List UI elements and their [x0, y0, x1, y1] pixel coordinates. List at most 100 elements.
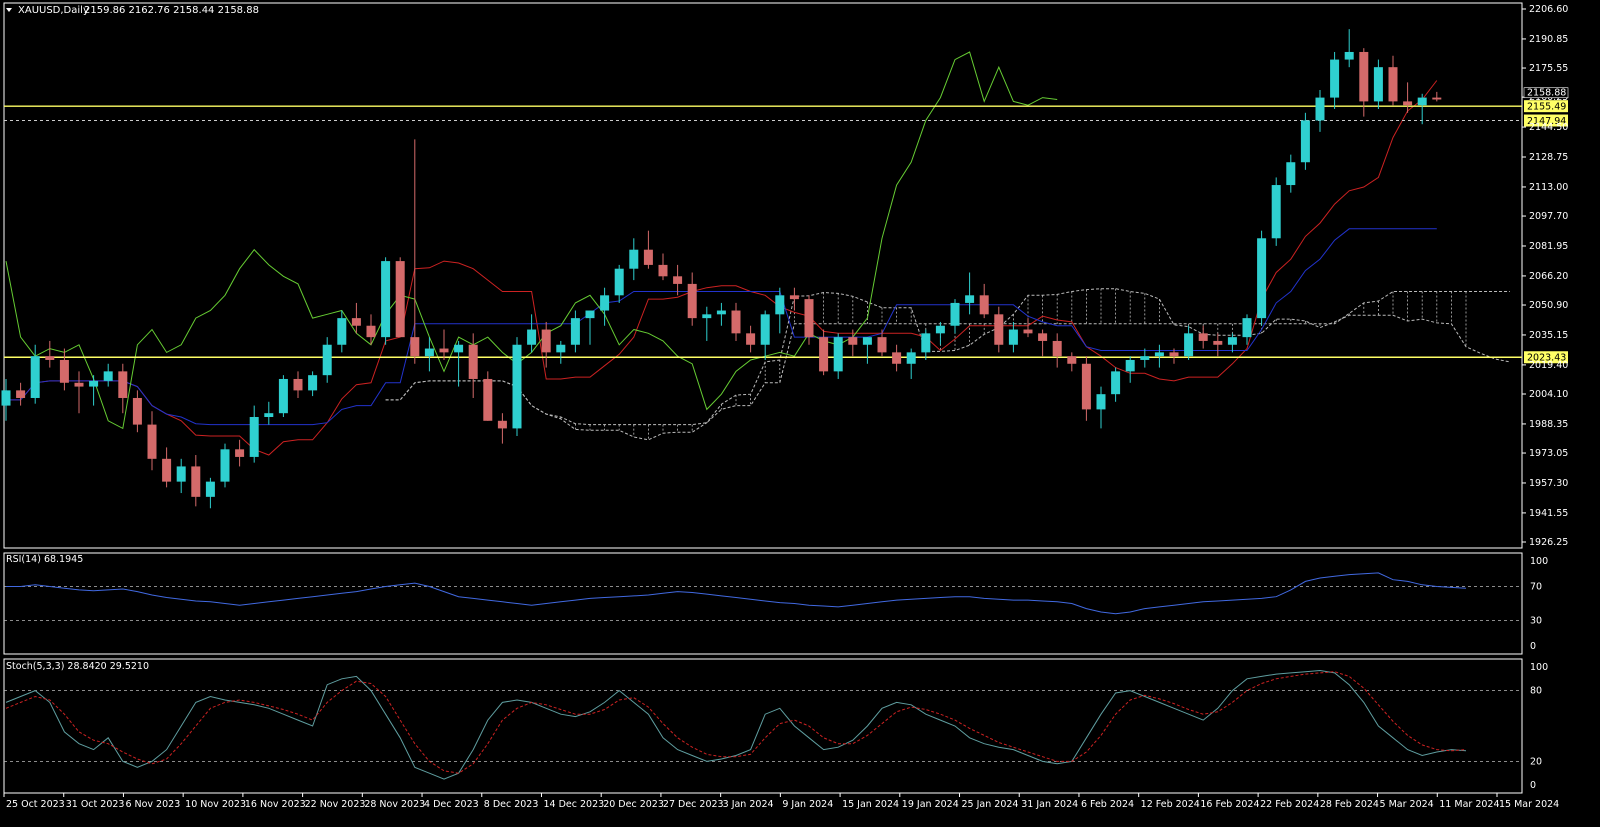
candle-body: [264, 413, 274, 417]
panel-frame-2: [3, 658, 1523, 794]
candle-body: [16, 390, 26, 398]
candle-body: [89, 380, 99, 387]
y-tick-label: 1926.25: [1529, 537, 1568, 548]
x-tick-label: 5 Mar 2024: [1380, 799, 1434, 810]
x-tick-label: 9 Jan 2024: [782, 799, 833, 810]
candle-body: [979, 295, 989, 315]
candle-body: [1373, 67, 1383, 102]
x-tick-label: 28 Nov 2023: [364, 799, 425, 810]
candle-body: [220, 449, 230, 482]
x-tick-label: 19 Jan 2024: [902, 799, 959, 810]
candle-body: [760, 314, 770, 345]
candle-body: [308, 375, 318, 391]
level-tag: [1524, 100, 1568, 113]
candle-body: [1125, 359, 1135, 372]
candle-body: [789, 295, 799, 300]
x-tick-label: 15 Mar 2024: [1499, 799, 1559, 810]
candle-body: [673, 276, 683, 284]
candle-body: [775, 295, 785, 315]
x-tick-label: 8 Dec 2023: [484, 799, 539, 810]
candle-body: [556, 344, 566, 353]
candle-body: [1344, 51, 1354, 60]
candle-body: [103, 371, 113, 381]
x-tick-label: 20 Dec 2023: [603, 799, 664, 810]
x-tick-label: 31 Jan 2024: [1021, 799, 1078, 810]
candle-body: [1184, 333, 1194, 357]
candle-body: [1140, 356, 1150, 360]
candle-body: [1330, 59, 1340, 98]
x-tick-label: 16 Feb 2024: [1200, 799, 1259, 810]
x-tick-label: 14 Dec 2023: [543, 799, 604, 810]
candle-body: [410, 337, 420, 357]
price-box-frame: [1523, 87, 1569, 99]
candle-body: [570, 318, 580, 345]
candle-body: [1154, 352, 1164, 357]
symbol-header: XAUUSD,Daily: [18, 5, 89, 16]
panel-tick-label: 80: [1530, 686, 1542, 697]
candle-body: [497, 420, 507, 429]
y-tick-label: 2175.55: [1529, 63, 1568, 74]
candle-body: [1, 390, 11, 406]
level-tag-label: 2023.43: [1527, 353, 1566, 364]
y-tick-label: 2190.85: [1529, 34, 1568, 45]
candle-body: [191, 466, 201, 497]
price-box-label: 2158.88: [1527, 88, 1566, 99]
candle-body: [249, 416, 259, 457]
candle-body: [30, 356, 40, 398]
candle-body: [614, 268, 624, 296]
candle-body: [819, 337, 829, 372]
ohlc-header: 2159.86 2162.76 2158.44 2158.88: [84, 5, 259, 16]
candle-body: [1111, 371, 1121, 395]
candle-body: [541, 329, 551, 353]
y-tick-label: 1957.30: [1529, 478, 1568, 489]
y-tick-label: 2081.95: [1529, 241, 1568, 252]
candle-body: [512, 344, 522, 429]
candle-body: [994, 314, 1004, 345]
candle-body: [643, 249, 653, 265]
y-tick-label: 2144.50: [1529, 122, 1568, 133]
candle-body: [162, 458, 172, 482]
candle-body: [439, 348, 449, 353]
candle-body: [1417, 97, 1427, 106]
panel-tick-label: 70: [1530, 582, 1542, 593]
stoch-label: Stoch(5,3,3) 28.8420 29.5210: [6, 661, 149, 672]
candle-body: [1227, 337, 1237, 345]
x-tick-label: 27 Dec 2023: [663, 799, 724, 810]
chevron-down-icon[interactable]: [6, 8, 12, 12]
candle-body: [892, 352, 902, 364]
y-tick-label: 2097.70: [1529, 211, 1568, 222]
candle-body: [381, 261, 391, 338]
candle-body: [600, 295, 610, 311]
y-tick-label: 2128.75: [1529, 152, 1568, 163]
candle-body: [454, 344, 464, 353]
stoch-d-line: [5, 671, 1467, 774]
x-tick-label: 12 Feb 2024: [1141, 799, 1200, 810]
candle-body: [483, 378, 493, 421]
x-tick-label: 25 Jan 2024: [962, 799, 1019, 810]
candle-body: [527, 329, 537, 345]
candle-body: [337, 318, 347, 345]
candle-body: [906, 352, 916, 364]
y-tick-label: 2206.60: [1529, 4, 1568, 15]
y-tick-label: 1941.55: [1529, 508, 1568, 519]
time-axis: 25 Oct 2023 31 Oct 2023 6 Nov 2023 10 Nov 2…: [3, 793, 1559, 810]
x-tick-label: 4 Dec 2023: [424, 799, 479, 810]
candle-body: [687, 283, 697, 319]
panel-tick-label: 30: [1530, 616, 1542, 627]
candle-body: [1271, 185, 1281, 239]
x-tick-label: 6 Feb 2024: [1081, 799, 1134, 810]
y-tick-label: 2004.10: [1529, 389, 1568, 400]
candle-body: [629, 249, 639, 269]
candle-body: [1242, 318, 1252, 338]
x-tick-label: 28 Feb 2024: [1320, 799, 1379, 810]
candle-body: [1067, 356, 1077, 364]
y-tick-label: 2113.00: [1529, 182, 1568, 193]
panel-tick-label: 0: [1530, 780, 1536, 791]
candle-body: [293, 378, 303, 391]
candle-body: [1023, 329, 1033, 334]
candle-body: [877, 337, 887, 353]
current-price-box: 2158.88: [1523, 87, 1569, 99]
candle-body: [1257, 238, 1267, 319]
candle-body: [804, 299, 814, 338]
